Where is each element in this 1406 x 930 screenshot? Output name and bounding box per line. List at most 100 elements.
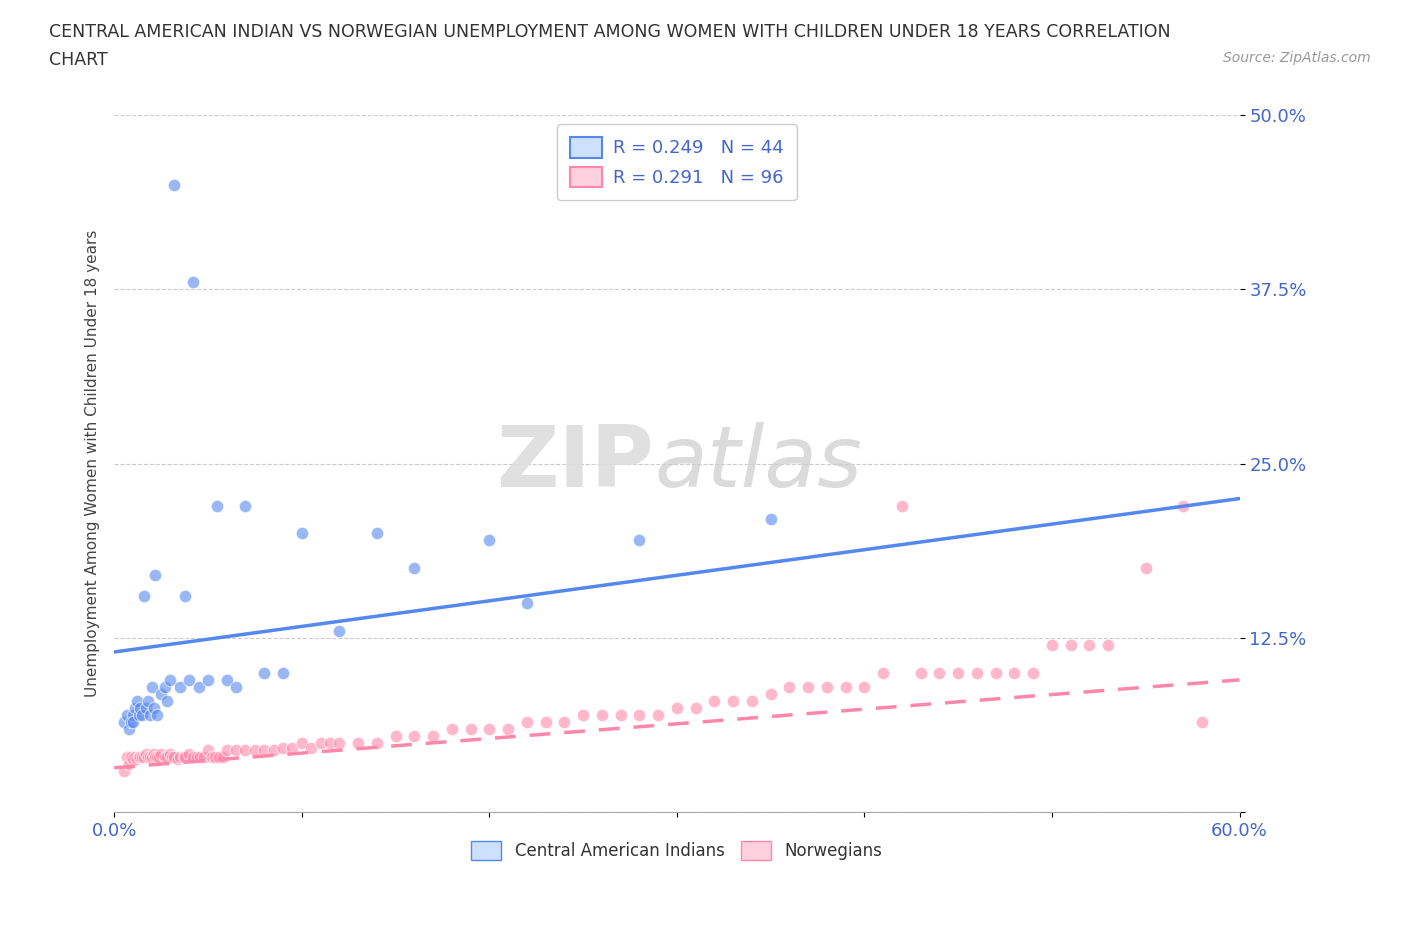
Point [156,694,179,709]
Point [910,666,932,681]
Point [928,666,950,681]
Point [347,736,370,751]
Point [136,750,159,764]
Point [150,686,173,701]
Point [404,728,426,743]
Point [193,750,215,764]
Point [208,750,231,764]
Point [572,708,595,723]
Point [271,741,294,756]
Point [685,700,707,715]
Point [741,694,763,709]
Point [169,680,191,695]
Point [253,742,276,757]
Point [159,672,181,687]
Point [181,750,204,764]
Point [139,750,162,764]
Point [117,708,139,723]
Point [134,589,156,604]
Point [120,750,142,764]
Point [1173,498,1195,513]
Point [1022,666,1045,681]
Point [225,742,247,757]
Point [122,752,145,767]
Point [665,700,688,715]
Point [948,666,970,681]
Point [148,750,170,764]
Point [422,728,444,743]
Legend: Central American Indians, Norwegians: Central American Indians, Norwegians [464,834,889,867]
Point [131,708,153,723]
Point [553,714,575,729]
Point [534,714,557,729]
Point [1135,561,1157,576]
Point [125,694,148,709]
Point [120,714,142,729]
Point [328,624,350,639]
Point [129,700,152,715]
Point [136,694,159,709]
Point [156,750,179,764]
Point [124,750,146,764]
Point [163,178,186,193]
Point [197,672,219,687]
Point [366,736,388,751]
Point [291,736,314,751]
Point [215,742,238,757]
Point [966,666,988,681]
Point [759,512,782,527]
Point [309,736,332,751]
Point [721,694,744,709]
Point [872,666,894,681]
Point [181,275,204,290]
Point [253,666,276,681]
Point [1078,638,1101,653]
Point [703,694,725,709]
Text: CHART: CHART [49,51,108,69]
Text: CENTRAL AMERICAN INDIAN VS NORWEGIAN UNEMPLOYMENT AMONG WOMEN WITH CHILDREN UNDE: CENTRAL AMERICAN INDIAN VS NORWEGIAN UNE… [49,23,1171,41]
Point [215,672,238,687]
Point [153,680,176,695]
Point [460,722,482,737]
Point [118,722,141,737]
Point [1040,638,1063,653]
Point [207,498,229,513]
Point [384,728,406,743]
Point [173,750,195,764]
Point [131,750,153,764]
Point [174,589,197,604]
Point [628,708,651,723]
Point [179,747,201,762]
Point [516,714,538,729]
Point [201,750,224,764]
Point [815,680,838,695]
Text: Source: ZipAtlas.com: Source: ZipAtlas.com [1223,51,1371,65]
Point [167,752,190,767]
Point [141,680,163,695]
Text: atlas: atlas [654,422,862,505]
Point [112,714,135,729]
Point [647,708,669,723]
Point [797,680,820,695]
Text: ZIP: ZIP [496,422,654,505]
Point [243,742,266,757]
Point [146,750,169,764]
Point [150,747,173,762]
Point [235,742,257,757]
Point [186,750,208,764]
Point [122,708,145,723]
Point [187,680,209,695]
Point [204,750,226,764]
Point [145,568,167,583]
Point [179,672,201,687]
Point [125,752,148,767]
Point [328,736,350,751]
Point [281,741,304,756]
Point [129,750,152,764]
Point [135,747,157,762]
Point [163,750,186,764]
Point [984,666,1007,681]
Point [122,714,145,729]
Point [778,680,800,695]
Point [1097,638,1119,653]
